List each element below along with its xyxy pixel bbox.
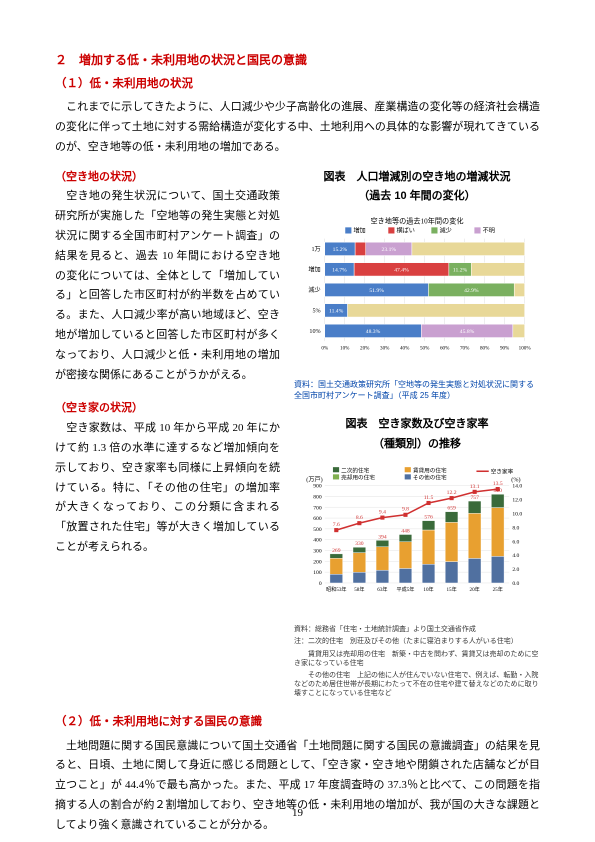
svg-text:増加: 増加 — [308, 266, 320, 274]
svg-text:11.5: 11.5 — [424, 495, 434, 501]
svg-text:横ばい: 横ばい — [397, 227, 415, 235]
svg-text:80%: 80% — [480, 346, 490, 352]
chart2-title: 図表 空き家数及び空き家率 （種類別）の推移 — [294, 415, 540, 455]
svg-text:60%: 60% — [440, 346, 450, 352]
svg-text:空き地等の過去10年間の変化: 空き地等の過去10年間の変化 — [370, 217, 463, 226]
svg-text:200: 200 — [313, 559, 322, 565]
svg-text:9.4: 9.4 — [379, 509, 386, 515]
svg-text:50%: 50% — [420, 346, 430, 352]
svg-text:90%: 90% — [500, 346, 510, 352]
svg-text:500: 500 — [313, 527, 322, 533]
svg-text:70%: 70% — [460, 346, 470, 352]
svg-text:394: 394 — [378, 534, 387, 540]
svg-text:25年: 25年 — [493, 586, 503, 593]
svg-text:4.0: 4.0 — [512, 553, 519, 559]
chart1-title: 図表 人口増減別の空き地の増減状況 （過去 10 年間の変化） — [294, 168, 540, 208]
svg-text:減少: 減少 — [440, 227, 452, 235]
svg-text:42.9%: 42.9% — [464, 288, 479, 294]
intro-paragraph: これまでに示してきたように、人口減少や少子高齢化の進展、産業構造の変化等の経済社… — [55, 98, 540, 157]
svg-text:20%: 20% — [360, 346, 370, 352]
svg-text:14.7%: 14.7% — [332, 268, 347, 274]
page-number: 19 — [0, 804, 595, 824]
chart1: 空き地等の過去10年間の変化増加横ばい減少不明0%10%20%30%40%50%… — [294, 213, 540, 367]
svg-text:12.0: 12.0 — [512, 497, 522, 503]
svg-text:47.4%: 47.4% — [394, 268, 409, 274]
svg-text:100: 100 — [313, 570, 322, 576]
svg-text:40%: 40% — [400, 346, 410, 352]
svg-text:14.0: 14.0 — [512, 483, 522, 489]
svg-text:800: 800 — [313, 494, 322, 500]
svg-text:昭和53年: 昭和53年 — [326, 586, 346, 593]
subsection1-heading: （１）低・未利用地の状況 — [55, 74, 540, 95]
svg-text:売却用の住宅: 売却用の住宅 — [341, 473, 375, 481]
svg-text:5%: 5% — [312, 309, 320, 315]
svg-text:9.8: 9.8 — [402, 506, 409, 512]
svg-text:576: 576 — [424, 514, 433, 520]
svg-text:269: 269 — [332, 548, 341, 554]
svg-text:7.6: 7.6 — [333, 522, 340, 528]
chart2-note-2: その他の住宅 上記の他に人が住んでいない住宅で、例えば、転勤・入院などのため居住… — [294, 671, 540, 698]
svg-text:その他の住宅: その他の住宅 — [413, 473, 447, 481]
svg-text:400: 400 — [313, 538, 322, 544]
svg-text:11.4%: 11.4% — [329, 309, 344, 315]
svg-text:11.2%: 11.2% — [453, 268, 468, 274]
svg-text:0: 0 — [319, 581, 322, 587]
svg-text:300: 300 — [313, 548, 322, 554]
svg-text:900: 900 — [313, 483, 322, 489]
svg-text:448: 448 — [401, 528, 410, 534]
svg-text:10%: 10% — [340, 346, 350, 352]
svg-text:減少: 減少 — [308, 286, 320, 294]
svg-text:0.0: 0.0 — [512, 581, 519, 587]
svg-text:58年: 58年 — [354, 586, 364, 593]
svg-text:757: 757 — [470, 495, 479, 501]
svg-text:平成5年: 平成5年 — [397, 586, 415, 593]
svg-text:15年: 15年 — [446, 586, 456, 593]
subsection2-heading: （２）低・未利用地に対する国民の意識 — [55, 712, 540, 733]
svg-text:2.0: 2.0 — [512, 567, 519, 573]
svg-text:賃貸用の住宅: 賃貸用の住宅 — [413, 466, 447, 474]
svg-text:二次的住宅: 二次的住宅 — [341, 466, 370, 474]
svg-text:(万戸): (万戸) — [306, 476, 322, 483]
svg-text:13.5: 13.5 — [493, 481, 503, 487]
section-title: ２ 増加する低・未利用地の状況と国民の意識 — [55, 50, 540, 72]
svg-text:100%: 100% — [519, 346, 532, 352]
svg-text:1万: 1万 — [311, 246, 320, 253]
svg-text:6.0: 6.0 — [512, 539, 519, 545]
svg-text:13.1: 13.1 — [470, 484, 480, 490]
chart2-source: 資料：総務省「住宅・土地統計調査」より国土交通省作成 — [294, 625, 540, 634]
block2-text: 空き家数は、平成 10 年から平成 20 年にかけて約 1.3 倍の水準に達する… — [55, 419, 280, 558]
svg-text:0%: 0% — [321, 346, 329, 352]
svg-text:10.0: 10.0 — [512, 511, 522, 517]
svg-text:45.8%: 45.8% — [460, 329, 475, 335]
svg-text:空き家率: 空き家率 — [491, 467, 514, 475]
svg-text:(%): (%) — [511, 476, 520, 483]
svg-text:51.9%: 51.9% — [369, 288, 384, 294]
svg-text:30%: 30% — [380, 346, 390, 352]
svg-text:10%: 10% — [309, 329, 320, 335]
svg-text:増加: 増加 — [353, 227, 365, 235]
svg-text:700: 700 — [313, 505, 322, 511]
chart2-note-0: 注：二次的住宅 別荘及びその他（たまに寝泊まりする人がいる住宅） — [294, 637, 540, 646]
block2-title: （空き家の状況） — [55, 399, 280, 419]
svg-text:10年: 10年 — [423, 586, 433, 593]
svg-text:8.0: 8.0 — [512, 525, 519, 531]
svg-text:15.2%: 15.2% — [333, 247, 348, 253]
svg-text:12.2: 12.2 — [447, 490, 457, 496]
chart2-note-1: 賃貸用又は売却用の住宅 新築・中古を問わず、賃貸又は売却のために空き家になってい… — [294, 650, 540, 668]
block1-title: （空き地の状況） — [55, 168, 280, 188]
svg-text:8.6: 8.6 — [356, 515, 363, 521]
svg-text:23.1%: 23.1% — [382, 247, 397, 253]
svg-text:20年: 20年 — [470, 586, 480, 593]
svg-text:330: 330 — [355, 541, 364, 547]
svg-text:48.3%: 48.3% — [366, 329, 381, 335]
block1-text: 空き地の発生状況について、国土交通政策研究所が実施した「空地等の発生実態と対処状… — [55, 187, 280, 385]
svg-text:600: 600 — [313, 516, 322, 522]
svg-text:659: 659 — [447, 505, 456, 511]
chart2: 0 100 200 300 400 500 600 700 800 900 0.0 2.0 4.0 6.0… — [294, 461, 540, 615]
chart1-source: 資料：国土交通政策研究所「空地等の発生実態と対処状況に関する全国市町村アンケート… — [294, 379, 540, 401]
svg-text:63年: 63年 — [377, 586, 387, 593]
svg-text:不明: 不明 — [483, 228, 495, 235]
